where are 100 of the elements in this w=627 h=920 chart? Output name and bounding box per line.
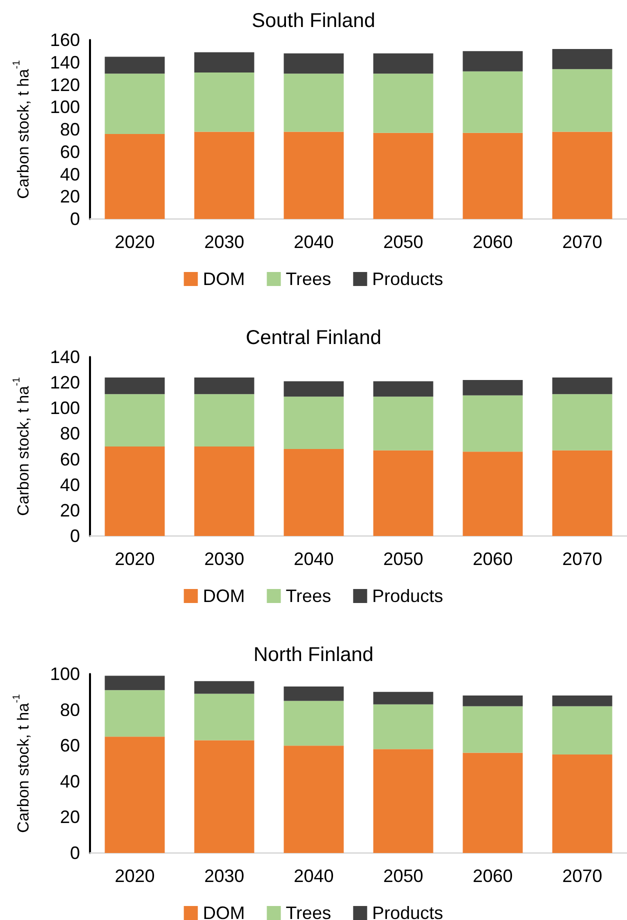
bar: [284, 700, 344, 746]
legend-label: DOM: [202, 269, 245, 289]
bar: [552, 706, 612, 755]
x-tick-label: 2040: [294, 866, 334, 886]
bar: [284, 746, 344, 853]
bar: [373, 132, 434, 219]
y-tick-label: 60: [60, 142, 80, 162]
x-tick-label: 2020: [114, 232, 155, 252]
legend-label: DOM: [202, 586, 245, 606]
bar: [552, 69, 612, 132]
bar: [373, 749, 434, 853]
x-tick-label: 2060: [472, 232, 513, 252]
bar: [284, 381, 344, 397]
bar: [194, 394, 254, 446]
bar: [284, 74, 344, 132]
bar: [462, 51, 523, 72]
x-tick-label: 2050: [383, 549, 424, 569]
y-tick-label: 140: [50, 52, 80, 72]
x-tick-label: 2070: [562, 549, 602, 569]
y-tick-label: 160: [50, 30, 80, 50]
bar: [462, 752, 523, 853]
bar: [194, 740, 254, 853]
legend-label: Trees: [286, 586, 332, 606]
bar: [373, 53, 434, 74]
bar: [104, 377, 165, 394]
bar: [284, 53, 344, 74]
y-tick-label: 40: [60, 164, 80, 184]
bar: [104, 74, 165, 134]
y-tick-label: 20: [60, 807, 80, 828]
y-tick-label: 0: [70, 209, 80, 229]
bar: [552, 695, 612, 706]
x-tick-label: 2020: [114, 866, 155, 886]
bar: [194, 446, 254, 536]
y-tick-label: 20: [60, 186, 80, 207]
bar: [552, 394, 612, 450]
x-tick-label: 2050: [383, 232, 424, 252]
y-tick-label: 120: [50, 74, 80, 95]
bar: [104, 690, 165, 737]
bar: [284, 132, 344, 219]
y-tick-label: 120: [50, 372, 80, 393]
bar: [194, 694, 254, 740]
bar: [373, 74, 434, 133]
y-tick-label: 40: [60, 474, 80, 495]
legend-label: Trees: [286, 269, 332, 289]
bar: [462, 695, 523, 706]
y-tick-label: 100: [50, 664, 80, 684]
bar: [552, 132, 612, 219]
x-tick-label: 2030: [204, 549, 244, 569]
legend-label: Products: [372, 586, 444, 606]
x-tick-label: 2020: [114, 549, 155, 569]
x-tick-label: 2030: [204, 866, 244, 886]
bar: [194, 72, 254, 132]
legend-label: DOM: [202, 903, 245, 920]
bar: [104, 446, 165, 536]
chart-title: South Finland: [252, 10, 376, 32]
bar: [104, 736, 165, 853]
x-tick-label: 2040: [294, 549, 334, 569]
bar: [284, 396, 344, 450]
x-tick-label: 2050: [383, 866, 424, 886]
chart-title: Central Finland: [246, 327, 382, 349]
bar: [284, 686, 344, 701]
y-tick-label: 80: [60, 700, 80, 720]
bar: [462, 395, 523, 452]
bar: [194, 132, 254, 219]
x-tick-label: 2040: [294, 232, 334, 252]
bar: [462, 380, 523, 396]
legend-label: Products: [372, 269, 444, 289]
y-axis-title: Carbon stock, t ha-1: [12, 376, 32, 516]
y-tick-label: 0: [70, 526, 80, 546]
y-tick-label: 40: [60, 771, 80, 792]
legend-label: Trees: [286, 903, 332, 920]
x-tick-label: 2030: [204, 232, 244, 252]
y-axis-title: Carbon stock, t ha-1: [12, 694, 32, 833]
bar: [462, 132, 523, 219]
bar: [373, 396, 434, 450]
bar: [462, 452, 523, 536]
y-tick-label: 20: [60, 500, 80, 520]
bar: [373, 692, 434, 704]
bar: [104, 56, 165, 74]
bar: [284, 449, 344, 536]
bar: [373, 450, 434, 536]
bar: [462, 706, 523, 753]
x-tick-label: 2060: [472, 866, 513, 886]
bar: [194, 52, 254, 72]
bar: [373, 381, 434, 397]
y-tick-label: 60: [60, 449, 80, 470]
chart-title: North Finland: [253, 644, 374, 666]
y-axis-title: Carbon stock, t ha-1: [12, 60, 32, 199]
x-tick-label: 2060: [472, 549, 513, 569]
bar: [104, 676, 165, 690]
bar: [104, 134, 165, 219]
y-tick-label: 80: [60, 120, 80, 140]
y-tick-label: 80: [60, 424, 80, 444]
bar: [194, 681, 254, 694]
bar: [552, 450, 612, 536]
y-tick-label: 60: [60, 736, 80, 756]
bar: [104, 394, 165, 446]
bar: [552, 377, 612, 394]
bar: [552, 754, 612, 853]
bar: [552, 48, 612, 70]
